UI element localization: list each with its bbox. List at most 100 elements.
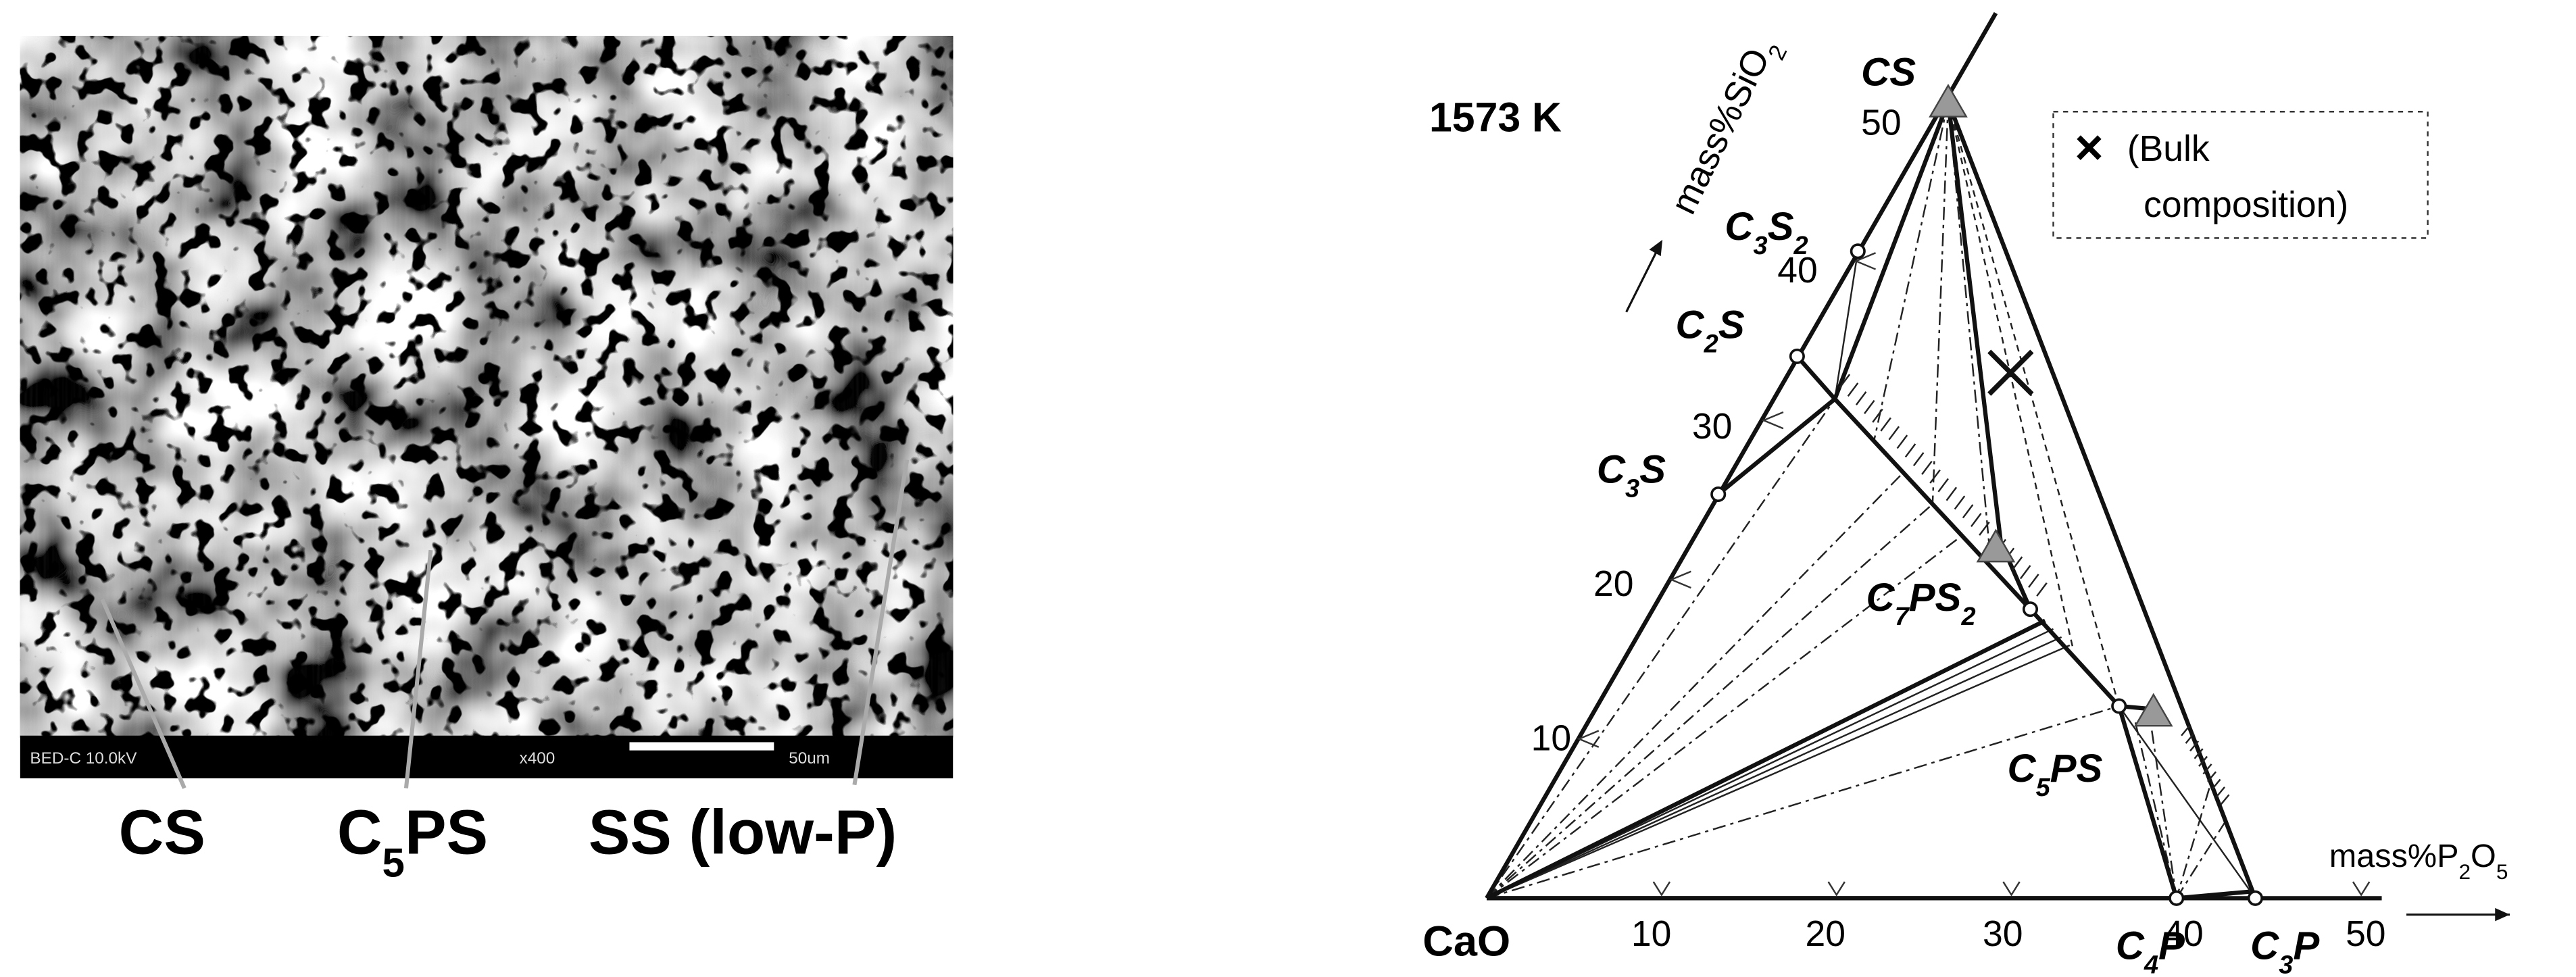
phase-label: C3S [1597,447,1666,503]
label-part: 2 [1793,232,1808,260]
label-part: CS [1861,50,1916,94]
label-part: 3 [1754,232,1768,260]
bulk-cross [1987,349,2034,396]
tie-line [2118,705,2256,899]
label-part: C [2250,924,2279,968]
tick-label: 50 [2346,914,2385,954]
label-part: CS [119,797,205,868]
tie-line [1833,397,2032,611]
tie-line [1485,618,2046,901]
info-text: x400 [520,749,555,768]
tie-line [1795,355,1837,401]
tie-line [2181,725,2191,736]
label-part: S [1768,205,1794,249]
label-part: 2 [2458,859,2471,884]
axis-label: mass%P2O5 [2329,838,2508,884]
label-part: P [2158,924,2185,968]
label-part: 4 [2144,951,2158,977]
tie-line [1880,417,1891,432]
tie-line [1912,452,1925,467]
info-text: BED-C 10.0kV [30,749,137,768]
pointer [100,598,187,789]
tick-label: 40 [1777,251,1817,291]
label-part: C [1597,447,1626,491]
phase-point [1789,348,1805,364]
label-part: 2 [1704,330,1718,359]
tie-line [1485,11,1998,899]
tick-mark [1669,570,1691,589]
label-part: 2 [1960,603,1975,631]
label-part: C [1725,205,1754,249]
phase-point [1850,243,1866,259]
arrow-head [2495,907,2510,922]
phase-label: C5PS [2007,747,2102,802]
tie-line [1864,399,1875,414]
phase-label: C5PS [337,797,488,886]
tie-line [2211,778,2221,790]
phase-label: C3S2 [1725,205,1808,260]
axis-label: mass%SiO2 [1664,30,1793,224]
tie-line [1716,397,1837,496]
tick-mark [1761,411,1784,430]
tie-line [2189,741,2200,752]
axis-arrow [1625,245,1660,313]
tie-line [1954,495,1966,510]
label-part: 5 [2496,859,2508,884]
label-part: PS [405,797,488,868]
micrograph: BED-C 10.0kV x400 50um [20,36,953,789]
tie-line [1937,478,1949,493]
phase-point [1710,486,1727,503]
tie-line [2028,574,2039,588]
tie-line [1929,469,1941,484]
tie-line [2194,748,2204,759]
label-part: S [1639,447,1666,491]
triangle-marker [1976,528,2016,563]
tick-label: 10 [1531,719,1571,759]
tie-line [1896,434,1908,449]
phase-point [2022,601,2039,618]
phase-label: SS (low-P) [589,797,897,868]
phase-label: C3P [2250,924,2319,977]
phase-diagram [2052,111,2429,239]
tie-line [1834,251,1859,399]
phase-point [2247,890,2263,906]
label-part: mass%SiO [1664,43,1778,220]
tie-line [1872,408,1883,423]
tie-line [1486,472,1904,899]
tie-line [2215,786,2225,798]
info-text: 50um [789,749,830,768]
tie-line [1979,521,1990,536]
phase-point [2169,890,2185,906]
tie-line [1971,513,1982,528]
tick-label: 50 [1861,103,1901,143]
pointer [852,459,910,786]
tick-label: 30 [1983,914,2023,954]
tie-line [2151,730,2177,899]
label-part: C [1866,576,1895,620]
scale-bar [629,742,774,751]
tick-label: 20 [1806,914,1846,954]
tie-line [1486,503,1933,899]
pointer [403,549,433,788]
legend-symbol: × [2075,120,2104,175]
triangle-marker [2133,693,2173,727]
tie-line [2175,788,2210,899]
tie-line [2011,556,2023,571]
tie-line [2207,771,2217,782]
tie-line [1486,636,2062,899]
tick-mark [2352,881,2371,897]
tie-line [1873,101,1950,442]
label-part: C [337,797,382,868]
label-part: mass%P [2329,838,2459,874]
tie-line [1855,391,1867,405]
tie-line [1486,534,1962,899]
tick-mark [2002,881,2021,897]
phase-label: CS [119,797,205,868]
tie-line [1888,426,1900,441]
tie-line [2029,607,2121,708]
tie-line [1847,382,1859,397]
tie-line [2175,820,2227,899]
phase-point [2111,698,2127,714]
tie-line [2220,794,2230,805]
